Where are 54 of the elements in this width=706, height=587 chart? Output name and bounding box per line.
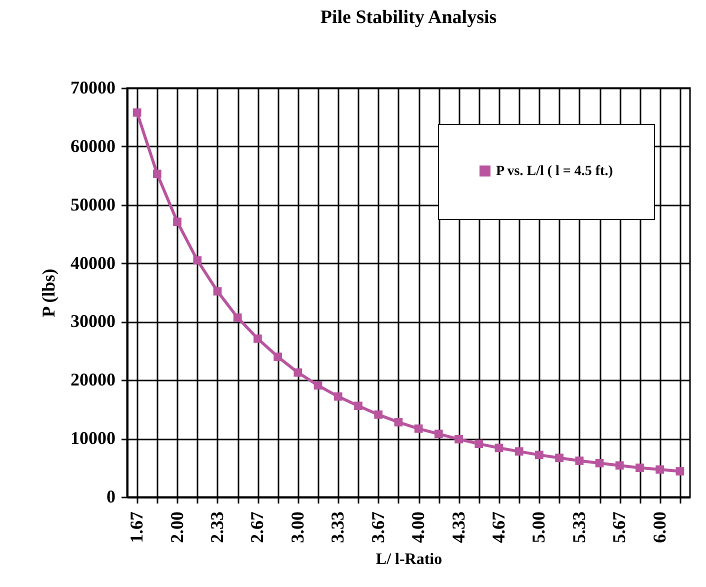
point [213,287,222,296]
point [274,352,282,361]
x-tick-label: 1.67 [126,512,147,543]
point [394,418,403,426]
point [374,410,383,419]
point [334,392,342,401]
y-tick-label: 70000 [70,78,116,98]
point [294,368,302,377]
point [434,430,443,438]
x-tick-label: 2.67 [247,512,268,543]
point [575,456,584,465]
x-tick-label: 6.00 [649,512,670,543]
x-tick-label: 3.67 [368,512,388,543]
point [454,434,463,444]
chart-title: Pile Stability Analysis [320,7,497,28]
point [535,450,544,460]
point [132,108,142,117]
point [254,334,262,343]
point [233,313,242,322]
point [656,465,664,474]
x-tick-label: 3.00 [287,512,308,543]
point [414,424,423,433]
point [676,467,684,476]
point [595,458,604,468]
y-tick-label: 40000 [70,252,116,273]
point [474,440,484,448]
x-tick-label: 2.00 [166,512,187,543]
y-tick-label: 0 [106,486,116,506]
point [615,461,624,470]
x-tick-label: 4.67 [488,512,508,543]
x-axis-title: L/ l-Ratio [376,551,442,568]
x-tick-label: 5.00 [528,512,549,543]
x-tick-label: 5.67 [609,512,630,543]
point [152,170,162,178]
y-axis-title: P (lbs) [38,268,58,318]
x-tick-label: 4.00 [408,512,428,543]
x-tick-label: 4.33 [448,512,468,543]
y-tick-label: 10000 [70,428,116,448]
y-tick-label: 50000 [70,194,116,214]
point [314,381,322,390]
x-tick-label: 5.33 [568,512,589,543]
y-tick-label: 30000 [70,311,116,332]
point [514,447,524,456]
x-tick-label: 3.33 [328,512,348,543]
point [636,464,644,472]
legend-label: P vs. L/l ( l = 4.5 ft.) [496,164,614,179]
y-tick-label: 20000 [70,370,116,390]
point [555,454,564,462]
point [494,444,504,452]
point [193,256,202,265]
point [354,402,362,410]
point [173,218,182,226]
x-tick-label: 2.33 [206,512,227,543]
y-tick-label: 60000 [70,136,116,156]
